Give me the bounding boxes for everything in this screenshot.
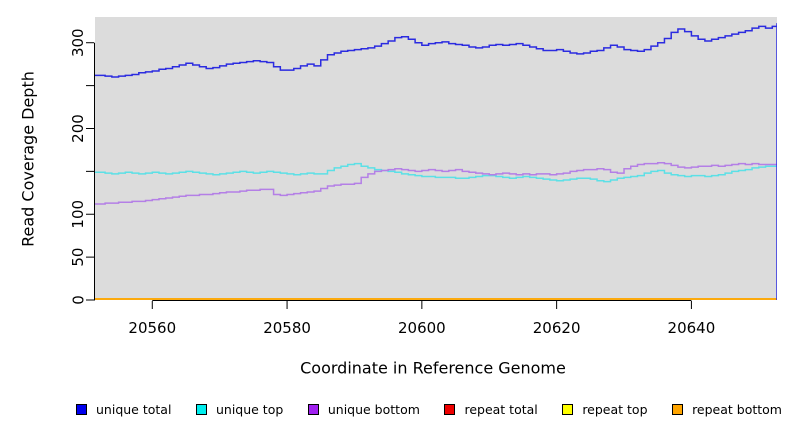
series-line-unique-bottom	[95, 162, 777, 205]
legend-item-repeat-total: repeat total	[444, 401, 538, 417]
legend-item-unique-bottom: unique bottom	[307, 401, 420, 417]
x-tick-label: 20620	[533, 319, 581, 337]
y-tick-label: 100	[69, 200, 87, 229]
x-axis-title: Coordinate in Reference Genome	[300, 358, 566, 378]
x-tick-label: 20600	[398, 319, 446, 337]
series-line-unique-top	[95, 162, 777, 183]
legend-swatch-unique-total	[76, 403, 87, 415]
x-tick-label: 20640	[668, 319, 716, 337]
plot-background	[95, 17, 777, 300]
legend-label: repeat bottom	[692, 401, 782, 417]
legend-label: unique bottom	[327, 401, 420, 417]
legend-label: repeat top	[582, 401, 648, 417]
legend-swatch-repeat-total	[444, 403, 456, 415]
series-line-unique-total	[95, 23, 777, 300]
legend-label: unique total	[96, 401, 172, 417]
x-tick-label: 20560	[128, 319, 176, 337]
y-tick-label: 200	[69, 114, 87, 143]
legend-item-unique-total: unique total	[76, 402, 171, 417]
legend-swatch-unique-bottom	[307, 403, 319, 415]
legend-item-unique-top: unique top	[195, 401, 284, 417]
legend-swatch-repeat-top	[562, 403, 574, 415]
y-tick-label: 300	[69, 28, 87, 57]
legend-item-repeat-bottom: repeat bottom	[672, 402, 782, 417]
x-tick-label: 20580	[263, 319, 311, 337]
legend-label: unique top	[215, 401, 284, 417]
legend-item-repeat-top: repeat top	[562, 401, 648, 417]
y-axis-title: Read Coverage Depth	[18, 71, 38, 247]
y-tick-label: 50	[69, 248, 87, 267]
legend-swatch-repeat-bottom	[672, 403, 684, 415]
y-tick-label: 0	[69, 295, 87, 305]
legend: unique total unique top unique bottom repea…	[76, 396, 782, 422]
legend-label: repeat total	[464, 401, 538, 417]
legend-swatch-unique-top	[195, 403, 207, 415]
